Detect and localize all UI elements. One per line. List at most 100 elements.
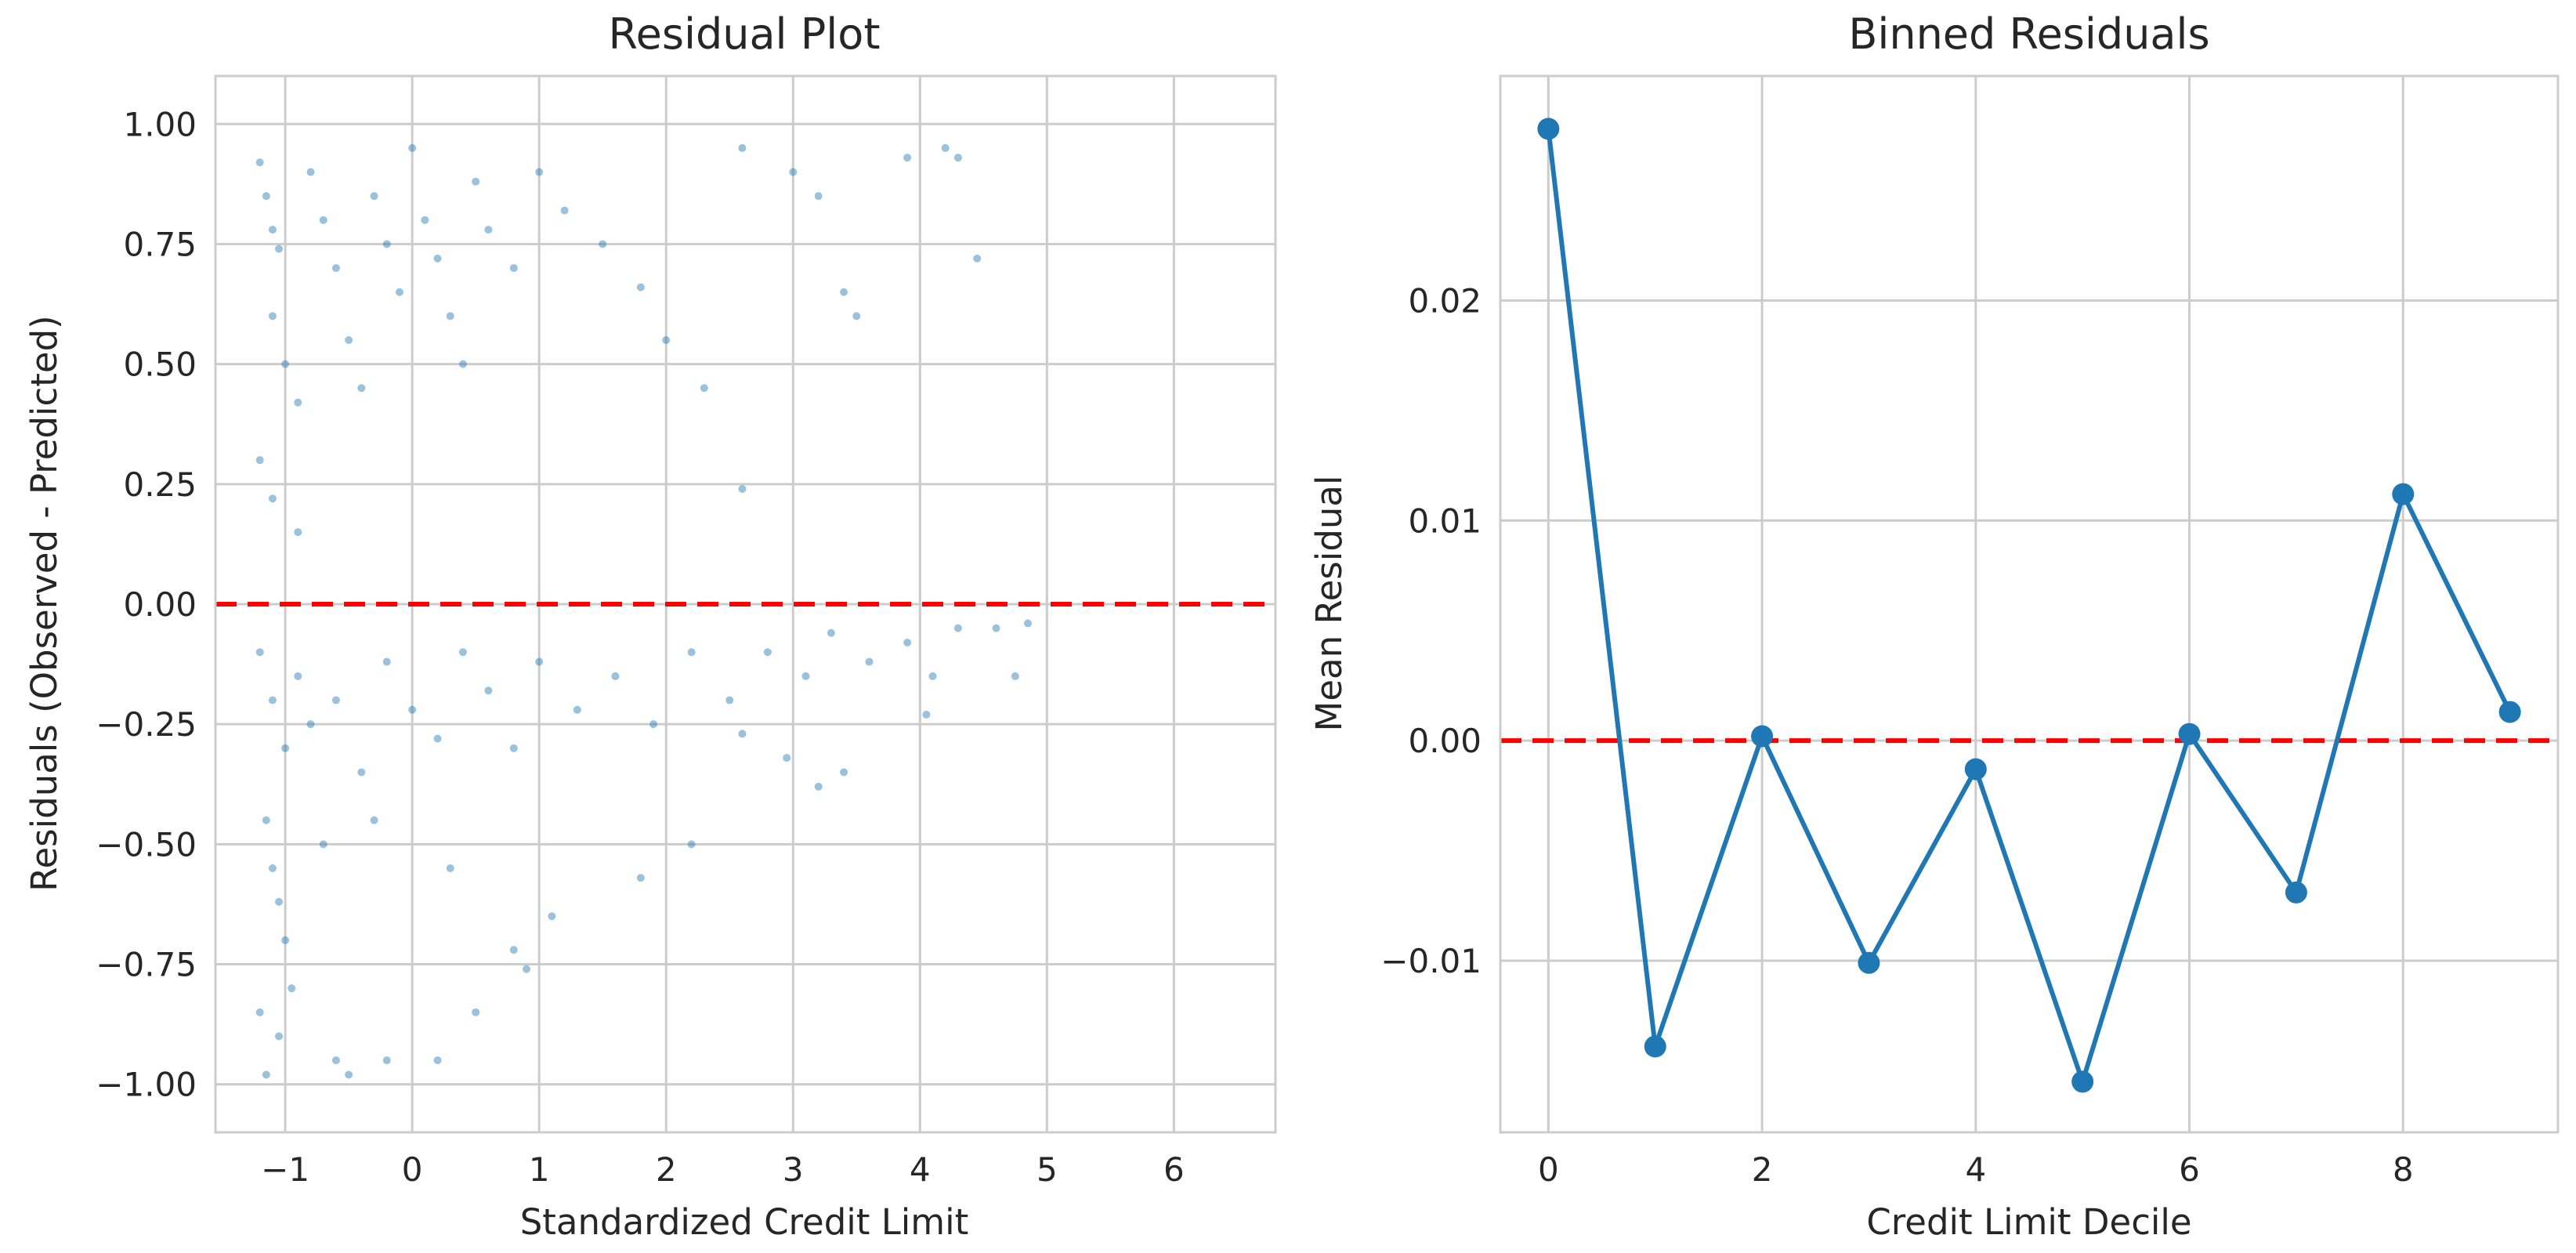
y-tick-label: 0.01 [1408,502,1482,540]
scatter-point [509,744,518,752]
scatter-point [306,168,315,176]
scatter-point [395,288,403,296]
scatter-point [294,672,302,680]
scatter-point [611,672,620,680]
scatter-point [262,192,270,201]
binned-residual-point [1537,118,1560,140]
binned-residual-point [1644,1035,1666,1058]
x-tick-label: 6 [1163,1150,1185,1189]
scatter-point [281,744,290,752]
scatter-point [535,168,544,176]
binned-residuals-y-axis-label: Mean Residual [1308,476,1350,732]
scatter-point [319,840,327,849]
scatter-point [783,754,791,762]
scatter-point [484,686,493,695]
scatter-point [345,1070,353,1079]
binned-residual-point [1964,758,1987,780]
scatter-point [262,816,270,824]
scatter-point [865,657,874,666]
x-tick-label: 4 [910,1150,931,1189]
scatter-point [903,639,912,647]
scatter-point [801,672,810,680]
binned-residuals-y-ticks: 0.02 0.01 0.00 −0.01 [1380,281,1482,980]
binned-residuals-frame [1499,74,2560,1134]
residual-plot-x-ticks: −1 0 1 2 3 4 5 6 [261,1150,1185,1189]
scatter-point [268,864,277,872]
scatter-point [382,240,391,248]
scatter-point [408,143,417,152]
scatter-point [509,946,518,954]
y-tick-label: 0.02 [1408,281,1482,320]
scatter-point [509,264,518,273]
residual-plot-y-ticks: 1.00 0.75 0.50 0.25 0.00 −0.25 −0.50 −0.75 −1.00 [96,105,197,1103]
y-tick-label: 0.50 [123,346,197,384]
scatter-point [687,840,696,849]
binned-residual-point [2071,1070,2094,1093]
scatter-point [687,648,696,657]
scatter-point [725,696,734,704]
scatter-point [763,648,772,657]
scatter-point [560,206,569,215]
scatter-point [814,192,823,201]
scatter-point [636,874,645,882]
scatter-point [357,384,366,393]
scatter-point [268,312,277,320]
scatter-point [636,283,645,292]
scatter-point [928,672,937,680]
scatter-point [268,226,277,234]
scatter-point [275,1032,284,1041]
y-tick-label: 0.00 [123,585,197,624]
scatter-point [331,1056,340,1065]
scatter-point [522,965,530,973]
scatter-point [953,624,962,632]
scatter-point [255,456,264,465]
scatter-point [319,215,327,224]
binned-residual-point [1858,951,1880,974]
scatter-point [281,360,290,368]
scatter-point [484,226,493,234]
binned-residual-point [2178,722,2201,745]
scatter-point [382,1056,391,1065]
x-tick-label: 2 [656,1150,677,1189]
binned-residuals-title: Binned Residuals [1848,9,2209,59]
x-tick-label: 6 [2179,1150,2200,1189]
scatter-point [294,398,302,407]
scatter-point [357,768,366,777]
binned-residual-point [1751,725,1774,748]
residual-plot-y-axis-label: Residuals (Observed - Predicted) [24,315,65,892]
y-tick-label: 0.75 [123,225,197,263]
x-tick-label: 0 [402,1150,423,1189]
y-tick-label: −0.50 [96,825,197,864]
binned-residuals-grid [1500,76,2558,1132]
scatter-point [421,215,429,224]
scatter-point [345,336,353,344]
scatter-point [992,624,1000,632]
scatter-point [433,734,442,743]
scatter-point [288,984,296,993]
scatter-point [281,936,290,944]
binned-residual-point [2498,701,2521,723]
scatter-point [941,143,950,152]
scatter-point [433,1056,442,1065]
scatter-point [738,484,747,493]
scatter-point [408,705,417,714]
x-tick-label: 4 [1965,1150,1986,1189]
scatter-point [331,696,340,704]
scatter-point [331,264,340,273]
y-tick-label: −0.01 [1380,942,1482,980]
residual-plot-x-axis-label: Standardized Credit Limit [520,1201,969,1243]
y-tick-label: 0.25 [123,465,197,504]
binned-residuals-x-axis-label: Credit Limit Decile [1866,1201,2191,1243]
binned-residual-point [2285,881,2307,904]
scatter-point [548,912,556,921]
scatter-point [255,648,264,657]
scatter-point [306,720,315,729]
scatter-point [852,312,861,320]
residual-plot-frame [214,74,1277,1134]
binned-residuals-x-ticks: 0 2 4 6 8 [1538,1150,2414,1189]
binned-residuals-line [1546,129,2513,1090]
scatter-point [268,494,277,503]
x-tick-label: 1 [529,1150,550,1189]
scatter-point [446,864,454,872]
scatter-point [535,657,544,666]
